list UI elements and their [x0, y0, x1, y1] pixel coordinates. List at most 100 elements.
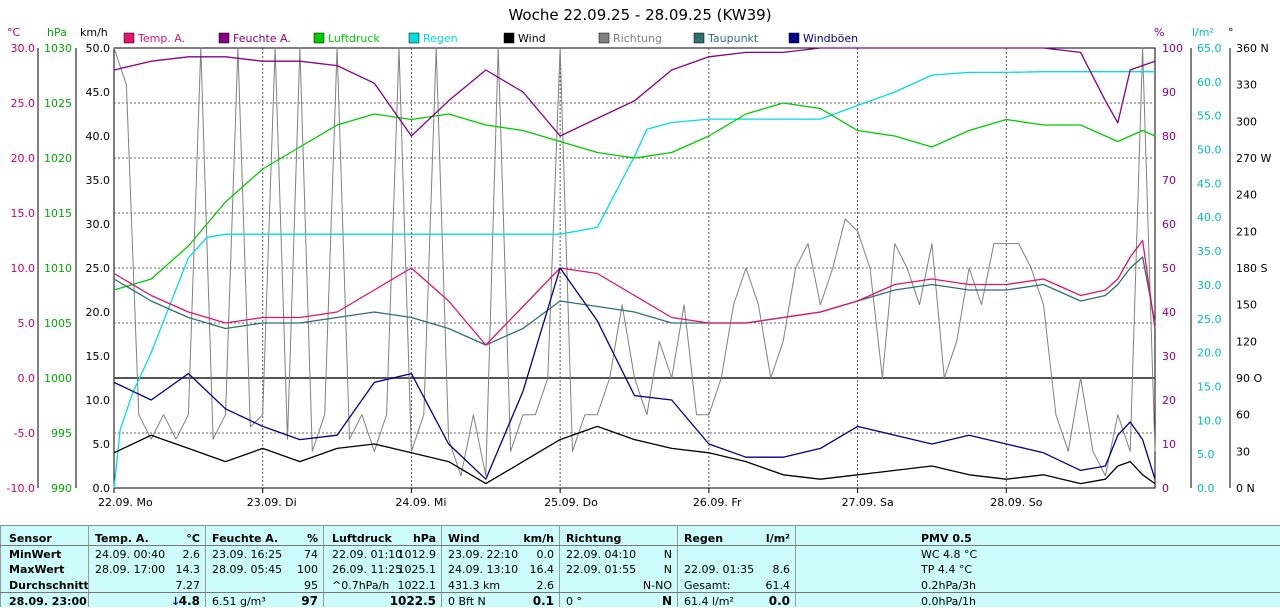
- hum-tick-label: 40: [1162, 306, 1176, 319]
- col-rain: Regen l/m² 22.09. 01:35 8.6 Gesamt: 61.4…: [677, 525, 796, 608]
- rain-tick-label: 0.0: [1197, 482, 1215, 495]
- series-line-feuchte-a-: [113, 47, 1156, 137]
- legend-label: Luftdruck: [328, 32, 380, 45]
- series-line-taupunkt: [113, 256, 1156, 346]
- hum-tick-label: 60: [1162, 218, 1176, 231]
- rain-tick-label: 15.0: [1197, 380, 1222, 393]
- series-line-richtung: [113, 47, 1156, 477]
- rain-total-label: Gesamt:: [684, 579, 731, 592]
- day-label: 22.09. Mo: [98, 496, 153, 509]
- wind-tick-label: 25.0: [86, 262, 111, 275]
- press-max-value: 1025.1: [397, 563, 437, 576]
- temp-tick-label: 10.0: [11, 262, 36, 275]
- pmv-press1h: 0.0hPa/1h: [921, 595, 977, 608]
- legend-swatch: [788, 32, 800, 44]
- chart-title: Woche 22.09.25 - 28.09.25 (KW39): [508, 6, 771, 24]
- rain-max-time: 22.09. 01:35: [684, 563, 755, 576]
- wind-current-value: 0.1: [532, 594, 554, 608]
- pmv-dewpoint: TP 4.4 °C: [921, 563, 973, 576]
- press-min-value: 1012.9: [397, 548, 437, 561]
- rain-sum: 61.4 l/m²: [684, 595, 734, 608]
- temp-min-time: 24.09. 00:40: [95, 548, 166, 561]
- dir-max-time: 22.09. 01:55: [566, 563, 637, 576]
- legend-label: Temp. A.: [137, 32, 185, 45]
- rain-tick-label: 35.0: [1197, 245, 1222, 258]
- temp-max-time: 28.09. 17:00: [95, 563, 166, 576]
- legend-label: Regen: [423, 32, 458, 45]
- hum-min-time: 23.09. 16:25: [212, 548, 283, 561]
- legend-swatch: [123, 32, 135, 44]
- temp-tick-label: 20.0: [11, 152, 36, 165]
- series-line-temp-a-: [113, 239, 1156, 346]
- press-min-time: 22.09. 01:10: [332, 548, 403, 561]
- wind-tick-label: 35.0: [86, 174, 111, 187]
- press-tick-label: 995: [51, 427, 72, 440]
- dir-tick-label: 120: [1236, 335, 1257, 348]
- wind-tick-label: 15.0: [86, 350, 111, 363]
- wind-tick-label: 20.0: [86, 306, 111, 319]
- dir-tick-label: 60: [1236, 409, 1250, 422]
- rain-tick-label: 30.0: [1197, 279, 1222, 292]
- temp-tick-label: 25.0: [11, 97, 36, 110]
- press-tick-label: 1005: [44, 317, 72, 330]
- wind-tick-label: 40.0: [86, 130, 111, 143]
- temp-tick-label: 0.0: [18, 372, 36, 385]
- rain-tick-label: 20.0: [1197, 347, 1222, 360]
- col-press: Luftdruck hPa 22.09. 01:10 1012.9 26.09.…: [323, 525, 442, 607]
- axes-group: 22.09. Mo 23.09. Di 24.09. Mi 25.09. Do 26.0…: [7, 26, 1272, 509]
- temp-tick-label: 15.0: [11, 207, 36, 220]
- hum-min-value: 74: [304, 548, 318, 561]
- temp-min-value: 2.6: [182, 548, 201, 561]
- temp-tick-label: 30.0: [11, 42, 36, 55]
- press-tick-label: 1010: [44, 262, 72, 275]
- hum-tick-label: 50: [1162, 262, 1176, 275]
- legend-label: Richtung: [613, 32, 662, 45]
- wind-tick-label: 45.0: [86, 86, 111, 99]
- legend: Temp. A. Feuchte A. Luftdruck Regen Wind Rich…: [123, 32, 858, 45]
- wind-unit: km/h: [523, 532, 554, 545]
- wind-unit-label: km/h: [80, 26, 108, 39]
- col-dir: Richtung 22.09. 04:10 N 22.09. 01:55 N N…: [559, 525, 678, 608]
- hum-tick-label: 90: [1162, 86, 1176, 99]
- hum-unit: %: [306, 532, 318, 545]
- legend-label: Wind: [518, 32, 546, 45]
- legend-label: Feuchte A.: [233, 32, 291, 45]
- wind-min-time: 23.09. 22:10: [448, 548, 519, 561]
- wind-distance: 431.3 km: [448, 579, 501, 592]
- dir-tick-label: 150: [1236, 299, 1257, 312]
- wind-tick-label: 5.0: [93, 438, 111, 451]
- dir-tick-label: 360 N: [1236, 42, 1269, 55]
- col-sensor: Sensor MinWert MaxWert Durchschnitt 28.0…: [0, 525, 89, 608]
- hum-max-time: 28.09. 05:45: [212, 563, 283, 576]
- dir-degrees: 0 °: [566, 595, 582, 608]
- row-label-min: MinWert: [9, 548, 62, 561]
- dir-tick-label: 330: [1236, 79, 1257, 92]
- temp-avg-value: 7.27: [175, 579, 201, 592]
- dir-current-value: N: [661, 594, 672, 608]
- press-tick-label: 1030: [44, 42, 72, 55]
- hum-abs: 6.51 g/m³: [212, 595, 266, 608]
- wind-tick-label: 50.0: [86, 42, 111, 55]
- temp-max-value: 14.3: [175, 563, 201, 576]
- legend-swatch: [313, 32, 325, 44]
- press-tick-label: 1015: [44, 207, 72, 220]
- dir-tick-label: 180 S: [1236, 262, 1267, 275]
- wind-tick-label: 10.0: [86, 394, 111, 407]
- rain-tick-label: 45.0: [1197, 177, 1222, 190]
- hum-tick-label: 70: [1162, 174, 1176, 187]
- temp-tick-label: -10.0: [7, 482, 35, 495]
- dir-tick-label: 300: [1236, 115, 1257, 128]
- hum-tick-label: 10: [1162, 438, 1176, 451]
- rain-tick-label: 5.0: [1197, 448, 1215, 461]
- dir-tick-label: 210: [1236, 225, 1257, 238]
- wind-tick-label: 30.0: [86, 218, 111, 231]
- rain-tick-label: 25.0: [1197, 313, 1222, 326]
- press-tick-label: 1025: [44, 97, 72, 110]
- col-pmv: PMV 0.5 WC 4.8 °C TP 4.4 °C 0.2hPa/3h 0.…: [795, 525, 1280, 608]
- wind-max-value: 16.4: [529, 563, 555, 576]
- wind-header: Wind: [448, 532, 480, 545]
- press-current-value: 1022.5: [389, 594, 436, 608]
- wind-avg-value: 2.6: [536, 579, 555, 592]
- dir-tick-label: 30: [1236, 445, 1250, 458]
- day-label: 25.09. Do: [544, 496, 598, 509]
